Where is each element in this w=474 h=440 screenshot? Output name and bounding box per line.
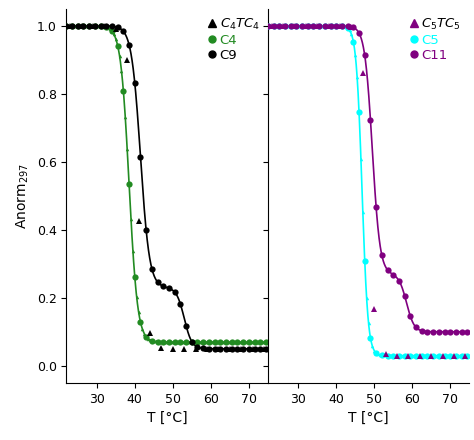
X-axis label: T [°C]: T [°C] xyxy=(147,411,187,425)
Legend: $C_5TC_5$, C5, C11: $C_5TC_5$, C5, C11 xyxy=(410,15,463,63)
X-axis label: T [°C]: T [°C] xyxy=(348,411,389,425)
Y-axis label: Anorm$_{297}$: Anorm$_{297}$ xyxy=(15,163,31,229)
Legend: $C_4TC_4$, C4, C9: $C_4TC_4$, C4, C9 xyxy=(208,15,261,63)
